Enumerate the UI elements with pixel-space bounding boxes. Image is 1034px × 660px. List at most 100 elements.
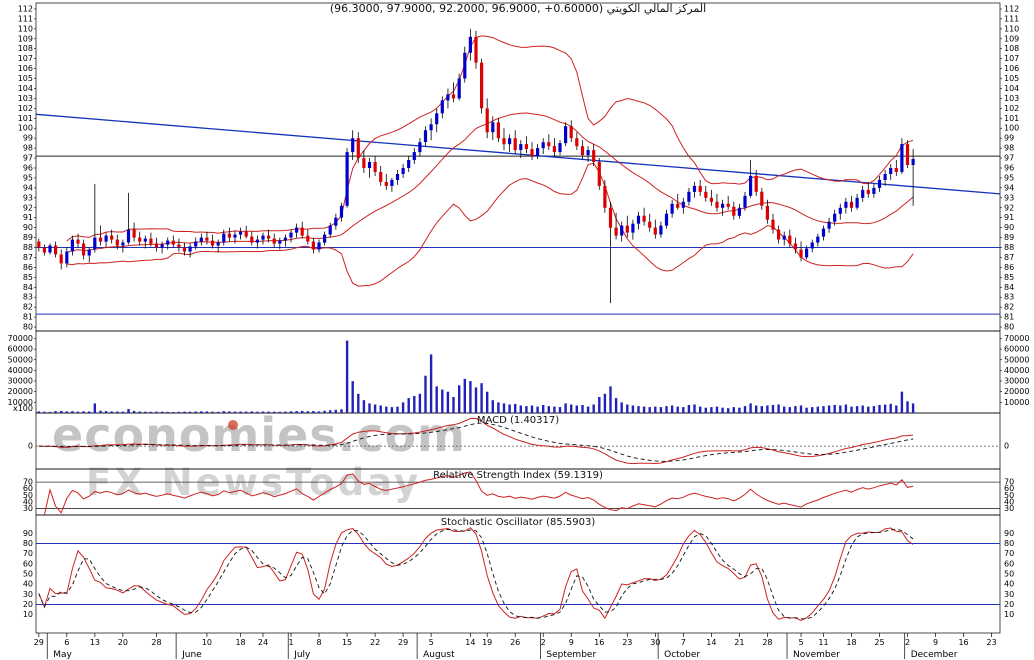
svg-text:106: 106 <box>18 64 33 73</box>
svg-text:29: 29 <box>398 638 408 647</box>
svg-text:110: 110 <box>18 24 33 33</box>
svg-text:80: 80 <box>1004 539 1014 548</box>
svg-text:104: 104 <box>18 84 33 93</box>
svg-text:5: 5 <box>429 638 434 647</box>
svg-text:102: 102 <box>1004 104 1019 113</box>
svg-text:107: 107 <box>18 54 33 63</box>
svg-text:86: 86 <box>1004 263 1014 272</box>
svg-text:83: 83 <box>23 293 33 302</box>
svg-text:86: 86 <box>23 263 33 272</box>
svg-text:108: 108 <box>18 44 33 53</box>
svg-text:94: 94 <box>23 183 33 192</box>
svg-text:9: 9 <box>933 638 938 647</box>
svg-text:100: 100 <box>18 124 33 133</box>
svg-text:60: 60 <box>1004 484 1014 493</box>
svg-text:25: 25 <box>874 638 884 647</box>
svg-text:14: 14 <box>465 638 475 647</box>
svg-text:20: 20 <box>1004 600 1014 609</box>
svg-text:13: 13 <box>90 638 100 647</box>
svg-text:91: 91 <box>1004 213 1014 222</box>
svg-text:81: 81 <box>1004 313 1014 322</box>
svg-text:60000: 60000 <box>8 345 33 354</box>
svg-text:30: 30 <box>23 504 33 513</box>
svg-text:91: 91 <box>23 213 33 222</box>
svg-text:87: 87 <box>1004 253 1014 262</box>
svg-text:99: 99 <box>1004 134 1014 143</box>
svg-text:89: 89 <box>1004 233 1014 242</box>
svg-text:70: 70 <box>1004 549 1014 558</box>
svg-text:82: 82 <box>23 303 33 312</box>
svg-text:97: 97 <box>23 154 33 163</box>
svg-text:101: 101 <box>18 114 33 123</box>
svg-text:40: 40 <box>1004 580 1014 589</box>
svg-text:50: 50 <box>1004 570 1014 579</box>
svg-text:14: 14 <box>706 638 716 647</box>
svg-text:30: 30 <box>650 638 660 647</box>
svg-text:July: July <box>293 650 311 660</box>
svg-text:83: 83 <box>1004 293 1014 302</box>
svg-text:90: 90 <box>23 529 33 538</box>
svg-text:x100: x100 <box>13 404 33 413</box>
svg-text:6: 6 <box>64 638 69 647</box>
svg-text:10000: 10000 <box>1004 398 1029 407</box>
svg-text:98: 98 <box>1004 144 1014 153</box>
svg-text:92: 92 <box>1004 203 1014 212</box>
svg-text:40: 40 <box>23 497 33 506</box>
svg-text:40: 40 <box>23 580 33 589</box>
svg-text:105: 105 <box>1004 74 1019 83</box>
svg-text:111: 111 <box>18 14 33 23</box>
svg-text:18: 18 <box>846 638 856 647</box>
svg-text:20000: 20000 <box>1004 387 1029 396</box>
svg-text:7: 7 <box>681 638 686 647</box>
svg-text:105: 105 <box>18 74 33 83</box>
svg-text:24: 24 <box>258 638 268 647</box>
svg-text:92: 92 <box>23 203 33 212</box>
svg-text:19: 19 <box>482 638 492 647</box>
svg-text:95: 95 <box>23 173 33 182</box>
svg-text:0: 0 <box>28 442 33 451</box>
svg-text:89: 89 <box>23 233 33 242</box>
svg-text:88: 88 <box>23 243 33 252</box>
svg-text:21: 21 <box>734 638 744 647</box>
svg-text:93: 93 <box>23 193 33 202</box>
svg-text:110: 110 <box>1004 24 1019 33</box>
svg-text:80: 80 <box>1004 323 1014 332</box>
svg-text:90: 90 <box>1004 223 1014 232</box>
svg-text:93: 93 <box>1004 193 1014 202</box>
svg-text:50: 50 <box>23 491 33 500</box>
svg-text:10: 10 <box>23 610 33 619</box>
svg-text:60: 60 <box>23 484 33 493</box>
svg-text:16: 16 <box>594 638 604 647</box>
svg-text:10: 10 <box>1004 610 1014 619</box>
svg-text:5: 5 <box>798 638 803 647</box>
svg-text:June: June <box>181 650 202 660</box>
svg-text:30000: 30000 <box>1004 377 1029 386</box>
svg-text:22: 22 <box>370 638 380 647</box>
svg-text:15: 15 <box>342 638 352 647</box>
svg-text:88: 88 <box>1004 243 1014 252</box>
svg-text:28: 28 <box>762 638 772 647</box>
svg-text:112: 112 <box>18 4 33 13</box>
svg-text:20: 20 <box>118 638 128 647</box>
svg-text:9: 9 <box>569 638 574 647</box>
svg-text:109: 109 <box>1004 34 1019 43</box>
svg-text:11: 11 <box>818 638 828 647</box>
svg-text:10000: 10000 <box>8 398 33 407</box>
svg-text:103: 103 <box>1004 94 1019 103</box>
svg-text:108: 108 <box>1004 44 1019 53</box>
svg-text:23: 23 <box>622 638 632 647</box>
svg-text:109: 109 <box>18 34 33 43</box>
svg-text:85: 85 <box>23 273 33 282</box>
svg-text:70000: 70000 <box>1004 334 1029 343</box>
svg-text:97: 97 <box>1004 154 1014 163</box>
svg-text:50000: 50000 <box>8 355 33 364</box>
svg-text:70000: 70000 <box>8 334 33 343</box>
svg-text:60: 60 <box>23 559 33 568</box>
svg-text:111: 111 <box>1004 14 1019 23</box>
svg-text:10: 10 <box>202 638 212 647</box>
svg-text:2: 2 <box>541 638 546 647</box>
svg-text:102: 102 <box>18 104 33 113</box>
svg-text:106: 106 <box>1004 64 1019 73</box>
